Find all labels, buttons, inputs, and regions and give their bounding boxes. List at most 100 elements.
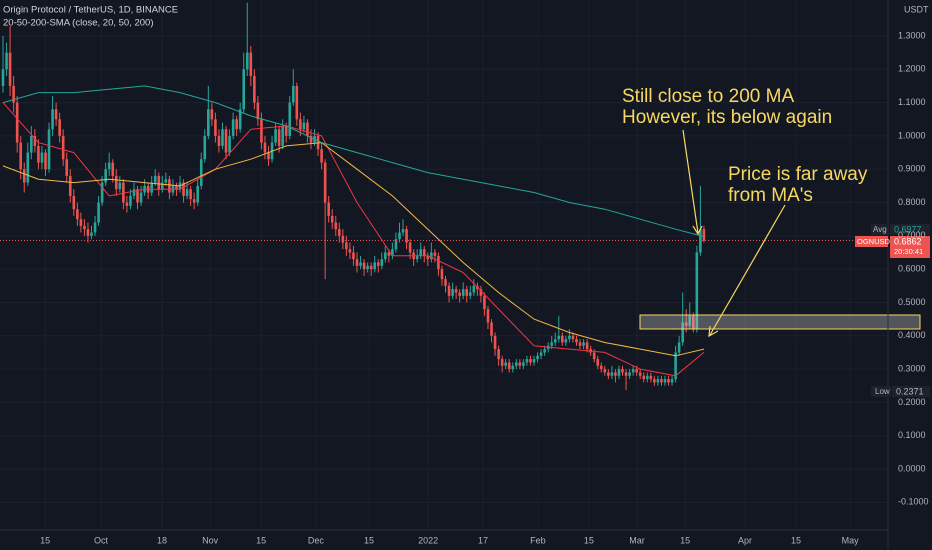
candle-body [153, 175, 157, 183]
candle-body [695, 252, 699, 330]
y-tick-label: 1.3000 [898, 30, 926, 40]
x-tick-label: May [842, 535, 860, 545]
candle-body [394, 239, 398, 250]
candle-body [182, 182, 185, 196]
candle-body [561, 335, 564, 343]
avg-value: 0.6977 [894, 224, 922, 234]
plot [0, 2, 888, 391]
candle-body [302, 122, 306, 130]
candle-body [366, 265, 369, 270]
candle-body [242, 69, 246, 110]
candle-body [532, 359, 536, 363]
candle-body [327, 202, 330, 216]
candle-body [398, 232, 401, 240]
candle-body [465, 289, 469, 296]
x-tick-label: 2022 [418, 535, 438, 545]
avg-value-badge [890, 224, 930, 235]
x-tick-label: 17 [478, 535, 488, 545]
annotation: Price is far away [728, 164, 868, 185]
candle-body [529, 359, 532, 363]
candle-body [8, 52, 12, 86]
candle-body [267, 152, 270, 160]
candle-body [235, 119, 238, 130]
candle-body [596, 359, 600, 366]
candle-body [564, 339, 568, 343]
x-tick-label: 15 [584, 535, 594, 545]
candle-body [58, 119, 61, 136]
x-tick-label: Feb [530, 535, 546, 545]
candle-body [376, 262, 380, 266]
price-badge [890, 236, 930, 258]
candle-body [578, 342, 582, 346]
candle-body [674, 352, 677, 380]
candle-body [497, 349, 500, 360]
candle-body [603, 369, 607, 373]
y-tick-label: 1.1000 [898, 97, 926, 107]
candle-body [97, 202, 100, 223]
zone-box [639, 314, 921, 330]
x-tick-label: 18 [157, 535, 167, 545]
chart-title: Origin Protocol / TetherUS, 1D, BINANCE [3, 5, 178, 16]
candle-body [702, 229, 706, 241]
candle-body [12, 85, 15, 103]
candle-body [323, 162, 327, 203]
annotation: from MA's [728, 185, 813, 206]
candle-body [557, 335, 561, 340]
ma-line [2, 102, 705, 377]
candle-body [369, 265, 373, 270]
candle-body [444, 279, 447, 286]
candle-body [645, 375, 649, 380]
arrows [682, 129, 786, 338]
ma-line [2, 85, 705, 238]
candle-body [199, 159, 203, 186]
x-tick-label: 15 [791, 535, 801, 545]
countdown: 20:30:41 [894, 247, 923, 256]
candle-body [653, 379, 656, 383]
candle-body [405, 229, 408, 243]
candle-body [1, 69, 5, 86]
candle-body [624, 372, 628, 376]
candle-body [447, 285, 451, 296]
candle-body [391, 249, 394, 256]
low-label: Low [875, 387, 890, 396]
candle-body [656, 379, 660, 383]
candle-body [663, 379, 667, 383]
candle-body [68, 175, 72, 196]
candle-body [550, 342, 554, 346]
avg-label: Avg [873, 225, 887, 234]
candle-body [359, 262, 362, 266]
candle-body [185, 189, 189, 196]
candle-body [582, 342, 585, 346]
y-tick-label: 0.4000 [898, 330, 926, 340]
candle-body [401, 229, 405, 233]
candle-body [76, 209, 79, 220]
candle-body [458, 292, 461, 296]
candle-body [26, 152, 30, 183]
candle-body [408, 242, 412, 253]
candle-body [670, 379, 674, 383]
y-tick-label: 0.3000 [898, 363, 926, 373]
candle-body [192, 199, 196, 203]
ma-line [2, 142, 705, 357]
candle-body [490, 322, 493, 336]
candle-body [196, 185, 200, 203]
y-tick-label: 0.8000 [898, 197, 926, 207]
candle-body [150, 182, 153, 193]
x-tick-label: Apr [738, 535, 752, 545]
candle-body [139, 192, 143, 203]
candle-body [642, 375, 646, 380]
y-tick-label: -0.1000 [898, 497, 929, 507]
arrow [682, 129, 703, 236]
y-tick-label: 0.6000 [898, 264, 926, 274]
candle-body [54, 109, 58, 120]
candle-body [553, 339, 557, 343]
candle-body [348, 249, 352, 253]
candle-body [638, 372, 642, 376]
candle-body [415, 255, 419, 260]
candle-body [486, 309, 490, 323]
x-tick-label: 15 [256, 535, 266, 545]
candle-body [384, 252, 387, 260]
candle-body [90, 232, 93, 236]
candle-body [168, 179, 171, 193]
grid [0, 0, 888, 530]
